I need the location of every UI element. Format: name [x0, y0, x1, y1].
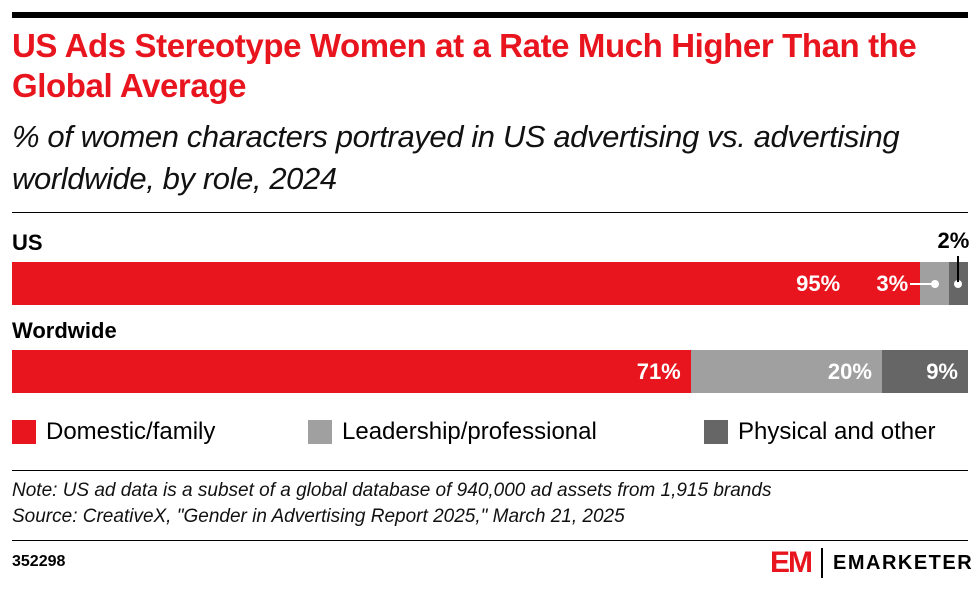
legend-label: Leadership/professional: [342, 418, 597, 445]
data-label: 71%: [636, 359, 681, 384]
top-rule: [12, 12, 968, 18]
chart-id: 352298: [12, 553, 66, 570]
legend-label: Physical and other: [738, 418, 936, 445]
logo-divider: [821, 548, 823, 578]
bar-segment: [12, 262, 921, 305]
bar-segment: [690, 350, 882, 393]
data-label: 2%: [937, 228, 970, 253]
legend-item: Leadership/professional: [308, 418, 597, 446]
legend-swatch: [704, 420, 728, 444]
leader-dot: [930, 280, 939, 288]
source: Source: CreativeX, "Gender in Advertisin…: [12, 506, 625, 527]
legend-label: Domestic/family: [46, 418, 216, 445]
data-label: 3%: [876, 271, 909, 296]
emarketer-logo: EM EMARKETER: [770, 546, 973, 580]
divider: [12, 470, 968, 471]
legend-swatch: [308, 420, 332, 444]
legend-swatch: [12, 420, 36, 444]
logo-mark: EM: [770, 546, 813, 579]
row-label: Wordwide: [12, 318, 117, 343]
bar-segment: [881, 350, 968, 393]
chart-title: US Ads Stereotype Women at a Rate Much H…: [12, 27, 917, 104]
note: Note: US ad data is a subset of a global…: [12, 480, 772, 501]
data-label: 95%: [796, 271, 841, 296]
leader-line: [957, 256, 960, 282]
leader-line: [910, 283, 935, 285]
leader-dot: [954, 280, 963, 288]
logo-name: EMARKETER: [833, 551, 974, 574]
divider: [12, 212, 968, 213]
legend-item: Domestic/family: [12, 418, 215, 446]
data-label: 20%: [827, 359, 872, 384]
data-label: 9%: [926, 359, 958, 384]
divider: [12, 540, 968, 541]
chart-subtitle: % of women characters portrayed in US ad…: [12, 119, 900, 196]
row-label: US: [12, 230, 43, 255]
legend-item: Physical and other: [704, 418, 935, 446]
bar-segment: [12, 350, 691, 393]
